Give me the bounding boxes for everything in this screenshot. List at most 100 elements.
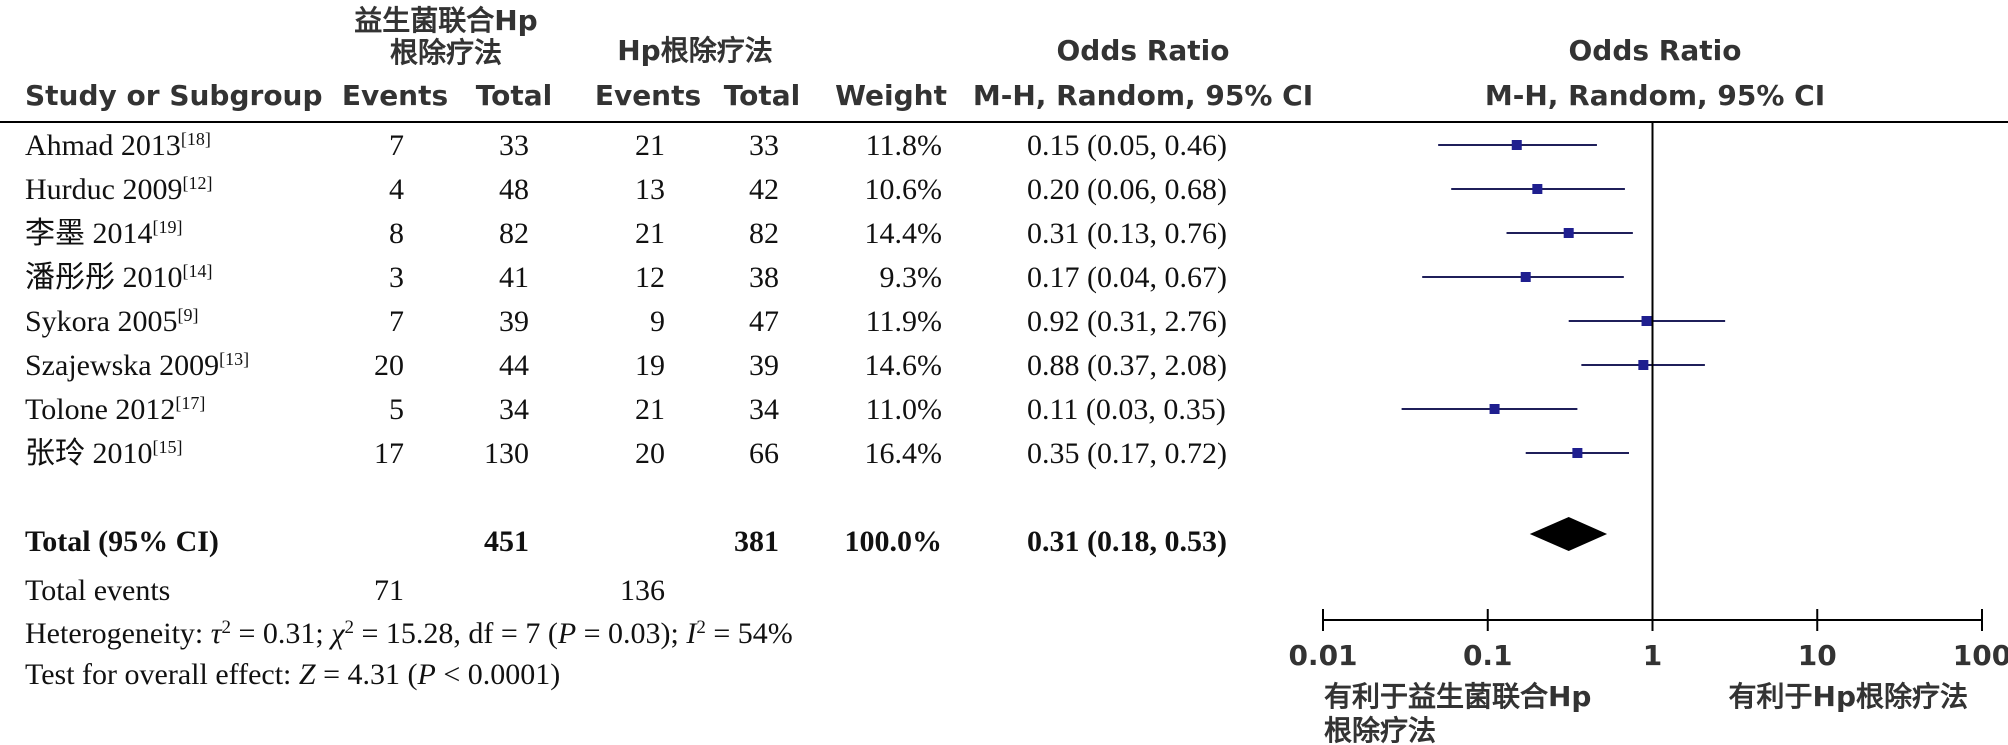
- study-events1: 7: [389, 305, 404, 338]
- study-events2: 21: [635, 393, 665, 426]
- study-ci-text: 0.88 (0.37, 2.08): [1027, 349, 1227, 382]
- study-total1: 39: [499, 305, 529, 338]
- study-events2: 20: [635, 437, 665, 470]
- study-total1: 48: [499, 173, 529, 206]
- study-total1: 33: [499, 129, 529, 162]
- study-or-marker: [1572, 448, 1583, 458]
- study-or-marker: [1489, 404, 1500, 414]
- study-or-marker: [1638, 360, 1649, 370]
- study-events2: 21: [635, 217, 665, 250]
- study-or-marker: [1563, 228, 1574, 238]
- col-study-header: Study or Subgroup: [25, 79, 323, 112]
- study-weight: 9.3%: [880, 261, 943, 294]
- x-axis-tick-label: 0.1: [1463, 639, 1513, 672]
- study-ci-text: 0.15 (0.05, 0.46): [1027, 129, 1227, 162]
- x-axis-tick-label: 10: [1798, 639, 1837, 672]
- study-total1: 130: [484, 437, 529, 470]
- favours-left-line1: 有利于益生菌联合Hp: [1324, 680, 1591, 713]
- study-weight: 14.6%: [865, 349, 943, 382]
- study-events1: 20: [374, 349, 404, 382]
- study-ci-text: 0.20 (0.06, 0.68): [1027, 173, 1227, 206]
- study-rows: Ahmad 2013[18] 7 33 21 33 11.8% 0.15 (0.05, 0.…: [25, 129, 1227, 470]
- study-reference: [15]: [153, 437, 183, 457]
- study-reference: [18]: [181, 129, 211, 149]
- total-events1: 71: [374, 574, 404, 607]
- total-weight: 100.0%: [845, 525, 943, 558]
- study-or-marker: [1520, 272, 1531, 282]
- study-total2: 66: [749, 437, 779, 470]
- study-ci-text: 0.17 (0.04, 0.67): [1027, 261, 1227, 294]
- study-ci-text: 0.31 (0.13, 0.76): [1027, 217, 1227, 250]
- study-total2: 38: [749, 261, 779, 294]
- plot-method-header: M-H, Random, 95% CI: [1485, 79, 1825, 112]
- total-total1: 451: [484, 525, 529, 558]
- study-name: Hurduc 2009[12]: [25, 173, 212, 206]
- study-name-text: Tolone 2012: [25, 393, 175, 426]
- study-total2: 47: [749, 305, 779, 338]
- x-axis-tick-label: 1: [1643, 639, 1662, 672]
- group1-title-line2: 根除疗法: [390, 36, 502, 69]
- study-weight: 16.4%: [865, 437, 943, 470]
- group2-title: Hp根除疗法: [617, 34, 772, 67]
- study-weight: 11.0%: [866, 393, 942, 426]
- study-total1: 34: [499, 393, 529, 426]
- study-weight: 11.8%: [866, 129, 942, 162]
- study-name: Szajewska 2009[13]: [25, 349, 249, 382]
- or-column-title: Odds Ratio: [1057, 34, 1230, 67]
- study-ci-text: 0.92 (0.31, 2.76): [1027, 305, 1227, 338]
- study-reference: [19]: [153, 217, 183, 237]
- study-reference: [13]: [219, 349, 249, 369]
- study-weight: 14.4%: [865, 217, 943, 250]
- group1-title-line1: 益生菌联合Hp: [354, 4, 537, 37]
- study-events1: 5: [389, 393, 404, 426]
- study-name-text: Hurduc 2009: [25, 173, 182, 206]
- study-reference: [12]: [182, 173, 212, 193]
- study-events1: 17: [374, 437, 404, 470]
- study-name-text: 张玲 2010: [25, 437, 153, 470]
- study-name: 潘彤彤 2010[14]: [25, 261, 213, 294]
- study-weight: 10.6%: [865, 173, 943, 206]
- study-total2: 33: [749, 129, 779, 162]
- study-name: Ahmad 2013[18]: [25, 129, 211, 162]
- favours-right: 有利于Hp根除疗法: [1729, 680, 1968, 713]
- col-events2-header: Events: [595, 79, 701, 112]
- study-name-text: 潘彤彤 2010: [25, 261, 183, 294]
- study-events2: 21: [635, 129, 665, 162]
- plot-area: 0.01 0.1 1 10 100: [1288, 122, 2008, 672]
- total-label: Total (95% CI): [25, 525, 219, 558]
- study-weight: 11.9%: [866, 305, 942, 338]
- study-or-marker: [1511, 140, 1522, 150]
- total-total2: 381: [734, 525, 779, 558]
- study-ci-text: 0.11 (0.03, 0.35): [1027, 393, 1226, 426]
- total-events-row: Total events 71 136: [25, 574, 665, 607]
- total-ci: 0.31 (0.18, 0.53): [1027, 525, 1227, 558]
- study-events2: 13: [635, 173, 665, 206]
- study-total2: 42: [749, 173, 779, 206]
- study-name-text: Ahmad 2013: [25, 129, 181, 162]
- study-total2: 39: [749, 349, 779, 382]
- study-name-text: 李墨 2014: [25, 217, 153, 250]
- study-name: 张玲 2010[15]: [25, 437, 183, 470]
- study-ci-text: 0.35 (0.17, 0.72): [1027, 437, 1227, 470]
- study-name-text: Sykora 2005: [25, 305, 178, 338]
- total-events2: 136: [620, 574, 665, 607]
- study-events1: 8: [389, 217, 404, 250]
- study-events2: 12: [635, 261, 665, 294]
- study-total1: 82: [499, 217, 529, 250]
- study-total1: 44: [499, 349, 529, 382]
- study-reference: [9]: [178, 305, 199, 325]
- study-or-marker: [1641, 316, 1652, 326]
- total-row: Total (95% CI) 451 381 100.0% 0.31 (0.18…: [25, 525, 1227, 558]
- x-axis-tick-label: 0.01: [1288, 639, 1357, 672]
- study-total2: 82: [749, 217, 779, 250]
- study-events1: 4: [389, 173, 404, 206]
- heterogeneity-text: Heterogeneity: τ2 = 0.31; χ2 = 15.28, df…: [25, 617, 793, 651]
- col-total1-header: Total: [476, 79, 553, 112]
- study-total1: 41: [499, 261, 529, 294]
- or-method-header: M-H, Random, 95% CI: [973, 79, 1313, 112]
- study-name-text: Szajewska 2009: [25, 349, 219, 382]
- study-name: 李墨 2014[19]: [25, 217, 183, 250]
- study-events2: 19: [635, 349, 665, 382]
- study-name: Sykora 2005[9]: [25, 305, 199, 338]
